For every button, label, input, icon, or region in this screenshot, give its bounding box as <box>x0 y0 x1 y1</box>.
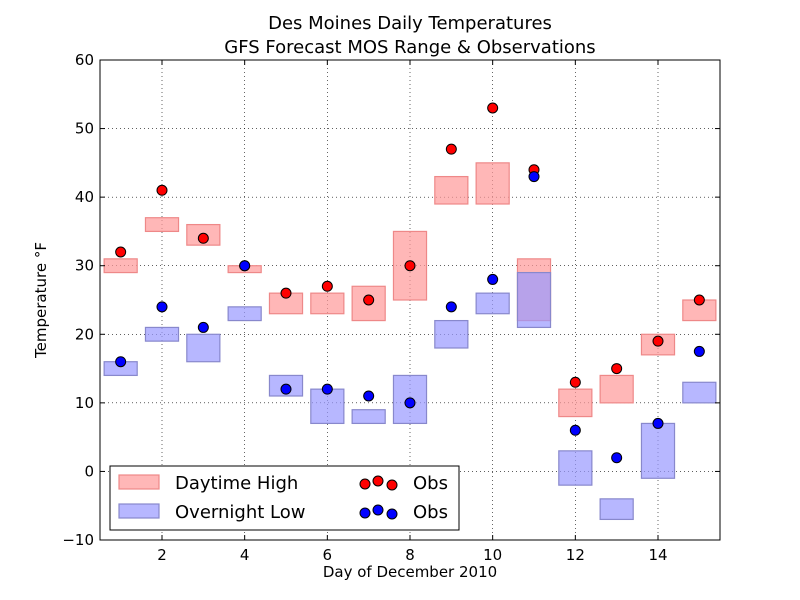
obs-low-point <box>321 383 333 395</box>
obs-low-point <box>239 260 251 272</box>
y-tick-label: 30 <box>75 257 94 275</box>
daytime-high-range-bar <box>475 162 510 205</box>
obs-low-point <box>197 321 209 333</box>
overnight-low-range-bar <box>227 306 262 322</box>
x-tick-label: 6 <box>323 546 333 564</box>
obs-high-point <box>404 260 416 272</box>
daytime-high-range-bar <box>103 258 138 274</box>
legend-obs-blue-marker <box>372 504 384 516</box>
daytime-high-range-bar <box>310 292 345 315</box>
legend-obs-red-marker <box>359 478 371 490</box>
obs-high-point <box>363 294 375 306</box>
obs-high-point <box>115 246 127 258</box>
x-tick-label: 14 <box>648 546 667 564</box>
x-tick-label: 8 <box>405 546 415 564</box>
daytime-high-range-bar <box>144 217 180 233</box>
legend-daytime-high-swatch <box>118 474 160 490</box>
chart-title: Des Moines Daily Temperatures <box>268 13 552 34</box>
obs-low-point <box>445 301 457 313</box>
obs-high-point <box>611 363 623 375</box>
legend-daytime-high-label: Daytime High <box>175 473 298 494</box>
overnight-low-range-bar <box>516 271 552 329</box>
overnight-low-range-bar <box>682 381 717 404</box>
legend-obs-blue-marker <box>359 507 371 519</box>
chart-subtitle: GFS Forecast MOS Range & Observations <box>224 37 595 58</box>
overnight-low-range-bar <box>434 319 469 349</box>
overnight-low-range-bar <box>599 498 634 521</box>
legend-obs-blue-marker <box>386 508 398 520</box>
obs-high-point <box>280 287 292 299</box>
overnight-low-range-bar <box>475 292 510 315</box>
legend-overnight-low-label: Overnight Low <box>175 502 305 523</box>
y-axis-label: Temperature °F <box>32 242 50 359</box>
y-tick-label: 60 <box>75 51 94 69</box>
legend-obs-red-markers <box>359 475 398 491</box>
obs-high-point <box>693 294 705 306</box>
legend: Daytime High Overnight Low Obs Obs <box>109 465 460 531</box>
overnight-low-range-bar <box>640 422 676 479</box>
x-axis-label: Day of December 2010 <box>323 563 497 581</box>
y-tick-label: 20 <box>75 325 94 343</box>
x-tick-label: 2 <box>157 546 167 564</box>
obs-low-point <box>569 424 581 436</box>
obs-low-point <box>652 417 664 429</box>
obs-high-point <box>569 376 581 388</box>
obs-low-point <box>611 452 623 464</box>
y-tick-label: 0 <box>84 462 94 480</box>
obs-high-point <box>487 102 499 114</box>
legend-box <box>109 465 460 531</box>
x-tick-label: 10 <box>483 546 502 564</box>
overnight-low-range-bar <box>144 326 180 342</box>
daytime-high-range-bar <box>599 374 634 404</box>
obs-high-point <box>156 184 168 196</box>
overnight-low-range-bar <box>558 450 593 486</box>
obs-low-point <box>115 356 127 368</box>
overnight-low-range-bar <box>351 409 386 425</box>
y-tick-label: 10 <box>75 394 94 412</box>
overnight-low-range-bar <box>310 388 345 425</box>
daytime-high-range-bar <box>434 175 469 205</box>
obs-low-point <box>528 171 540 183</box>
legend-overnight-low-swatch <box>118 503 160 519</box>
x-tick-label: 12 <box>566 546 585 564</box>
plot-frame <box>99 59 721 541</box>
obs-low-point <box>404 397 416 409</box>
legend-obs-red-marker <box>372 475 384 487</box>
obs-low-point <box>280 383 292 395</box>
obs-low-point <box>487 273 499 285</box>
overnight-low-range-bar <box>186 333 221 363</box>
legend-obs-blue-label: Obs <box>413 502 448 523</box>
obs-high-point <box>321 280 333 292</box>
obs-low-point <box>363 390 375 402</box>
legend-obs-red-label: Obs <box>413 473 448 494</box>
x-tick-label: 4 <box>240 546 250 564</box>
y-tick-label: 40 <box>75 188 94 206</box>
obs-low-point <box>156 301 168 313</box>
legend-obs-blue-markers <box>359 504 398 520</box>
obs-low-point <box>693 345 705 357</box>
daytime-high-range-bar <box>351 285 386 322</box>
observation-points <box>115 102 705 464</box>
daytime-high-range-bar <box>558 388 593 418</box>
y-tick-label: 50 <box>75 120 94 138</box>
overnight-low-ranges <box>103 271 717 521</box>
obs-high-point <box>445 143 457 155</box>
obs-high-point <box>652 335 664 347</box>
legend-obs-red-marker <box>386 479 398 491</box>
overnight-low-range-bar <box>392 374 428 425</box>
y-tick-label: −10 <box>62 531 94 549</box>
obs-high-point <box>197 232 209 244</box>
